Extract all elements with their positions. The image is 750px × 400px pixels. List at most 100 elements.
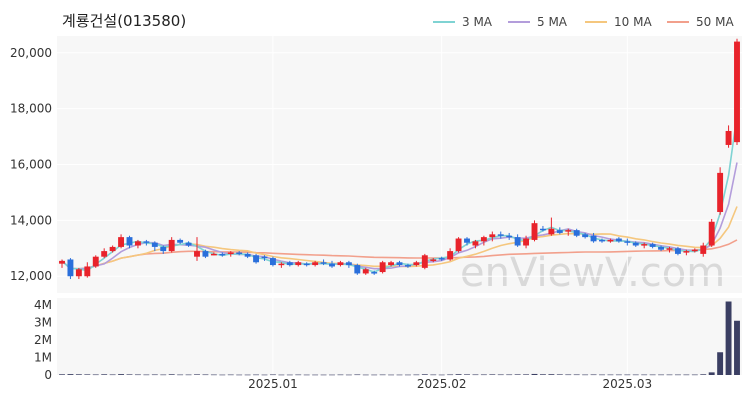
candle [67, 258, 74, 280]
candle [101, 248, 108, 259]
volume-bar [168, 374, 175, 375]
candle-body [472, 241, 479, 246]
volume-bar [160, 374, 167, 376]
candle [303, 262, 310, 267]
candle-body [371, 272, 378, 274]
legend-item-ma50: 50 MA [667, 15, 734, 29]
candle-body [227, 252, 234, 254]
volume-bar [143, 374, 150, 376]
candle [447, 248, 454, 261]
candle-body [210, 253, 217, 256]
candle-body [438, 258, 445, 260]
candle-body [67, 259, 74, 277]
candle-body [506, 235, 513, 238]
candle [624, 238, 631, 246]
volume-bar [219, 374, 226, 376]
candle [312, 260, 319, 267]
candle-body [523, 238, 530, 246]
candle-body [624, 241, 631, 243]
candle [734, 38, 740, 145]
candle [202, 249, 209, 259]
candle-body [421, 255, 428, 268]
candle [539, 225, 546, 232]
volume-bar [202, 374, 209, 376]
volume-bar [489, 374, 496, 375]
candle [371, 270, 378, 275]
candle [523, 235, 530, 249]
candle [92, 255, 99, 268]
candle [531, 220, 538, 242]
candle-body [666, 248, 673, 250]
volume-bar [464, 374, 470, 375]
candle-body [312, 262, 319, 266]
volume-bar [67, 374, 74, 375]
candle [109, 245, 116, 253]
volume-bar [717, 352, 724, 375]
candle [683, 249, 690, 256]
volume-bar [194, 374, 200, 375]
candle [151, 241, 158, 252]
volume-bar [84, 374, 91, 375]
candle-body [615, 238, 622, 242]
price-tick-label: 18,000 [10, 102, 52, 116]
candle [236, 251, 243, 256]
candle [185, 241, 192, 247]
candle [75, 267, 82, 280]
candle [480, 235, 487, 246]
candle-body [194, 251, 200, 257]
candle [143, 239, 150, 246]
candle [194, 237, 200, 261]
candle-body [725, 130, 732, 145]
candle [514, 234, 521, 247]
candle-body [455, 238, 462, 252]
candle-body [177, 239, 184, 243]
volume-bar [278, 374, 285, 376]
volume-panel-background [57, 298, 742, 375]
volume-tick-label: 2M [34, 333, 52, 347]
candle [118, 234, 125, 249]
candle [472, 239, 479, 249]
candle [582, 232, 589, 239]
price-tick-label: 12,000 [10, 269, 52, 283]
candle [674, 246, 681, 256]
volume-bar [329, 374, 335, 376]
candle [725, 125, 732, 148]
volume-bar [261, 374, 268, 376]
legend-label: 3 MA [462, 15, 493, 29]
candle-body [497, 234, 504, 236]
candle [59, 259, 65, 268]
candle [658, 245, 665, 252]
candle-body [480, 237, 487, 242]
volume-bar [573, 374, 580, 376]
candle [396, 260, 403, 267]
volume-bar [177, 374, 184, 376]
candle [278, 262, 285, 268]
candle-body [539, 228, 546, 231]
candle-body [413, 262, 420, 266]
volume-bar [734, 320, 740, 375]
candle-body [303, 263, 310, 266]
candle [708, 218, 715, 247]
candle-body [168, 239, 175, 252]
volume-bar [556, 374, 563, 375]
x-tick-label: 2025.01 [248, 377, 298, 391]
volume-bar [337, 374, 344, 376]
volume-bar [624, 374, 631, 376]
candle [573, 228, 580, 238]
candle-body [202, 251, 209, 257]
candle-body [691, 249, 698, 252]
candle [329, 260, 335, 268]
candle-body [514, 237, 521, 246]
volume-bar [345, 374, 352, 376]
volume-bar [362, 374, 369, 376]
legend-item-ma3: 3 MA [433, 15, 493, 29]
volume-bar [421, 374, 428, 375]
volume-tick-label: 4M [34, 298, 52, 312]
volume-bar [590, 374, 597, 376]
volume-bar [404, 374, 411, 376]
candle [464, 237, 470, 246]
candle [438, 256, 445, 261]
volume-bar [92, 374, 99, 376]
candle [590, 232, 597, 243]
candle-body [548, 228, 555, 235]
